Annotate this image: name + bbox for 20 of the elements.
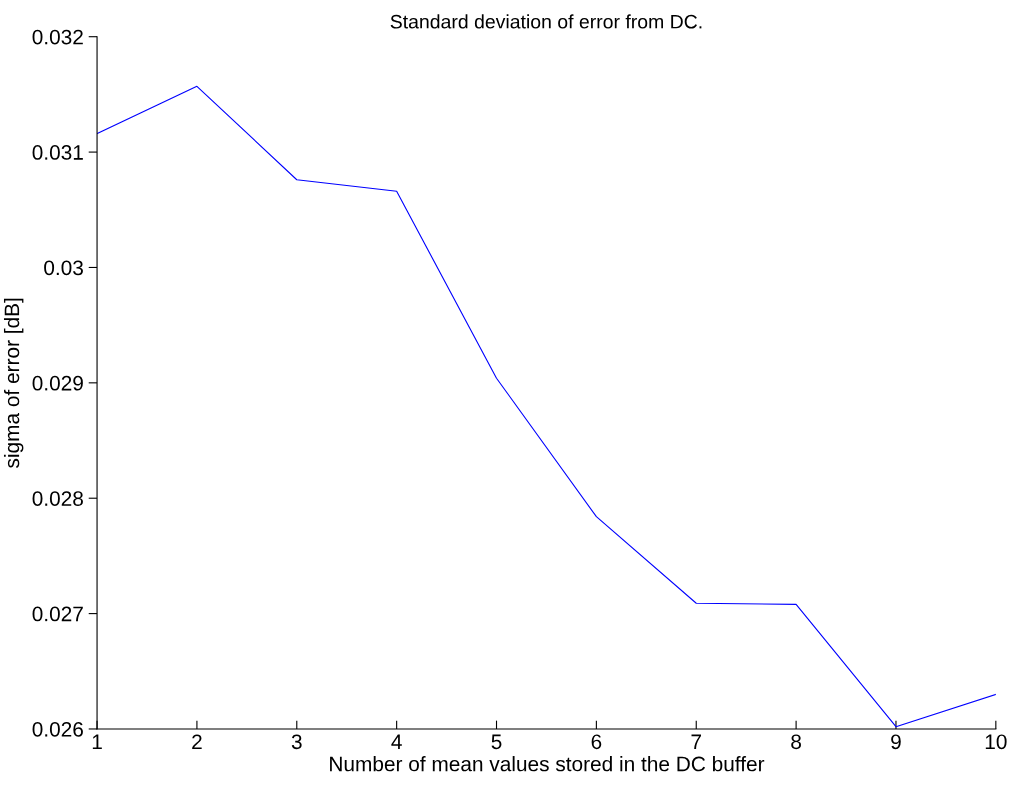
y-tick-label: 0.03 [44, 260, 83, 276]
y-tick-label: 0.032 [32, 29, 83, 45]
x-tick-label: 5 [491, 734, 502, 750]
x-tick-label: 4 [391, 734, 402, 749]
x-tick-label: 1 [92, 734, 102, 749]
y-tick-label: 0.027 [32, 606, 83, 622]
x-tick-label: 6 [591, 734, 602, 750]
x-tick-label: 10 [985, 734, 1007, 750]
y-axis-title: sigma of error [dB] [3, 298, 24, 468]
x-tick-label: 2 [192, 734, 202, 749]
x-tick-label: 7 [691, 734, 701, 749]
chart-title: Standard deviation of error from DC. [390, 14, 702, 29]
x-tick-label: 8 [791, 734, 801, 750]
y-tick-label: 0.029 [32, 375, 83, 391]
y-tick-label: 0.028 [32, 491, 83, 506]
x-axis-title: Number of mean values stored in the DC buffer [330, 756, 765, 772]
y-tick-label: 0.031 [32, 145, 83, 160]
x-tick-label: 9 [891, 734, 901, 750]
y-tick-label: 0.026 [32, 721, 83, 737]
x-tick-label: 3 [291, 734, 302, 750]
